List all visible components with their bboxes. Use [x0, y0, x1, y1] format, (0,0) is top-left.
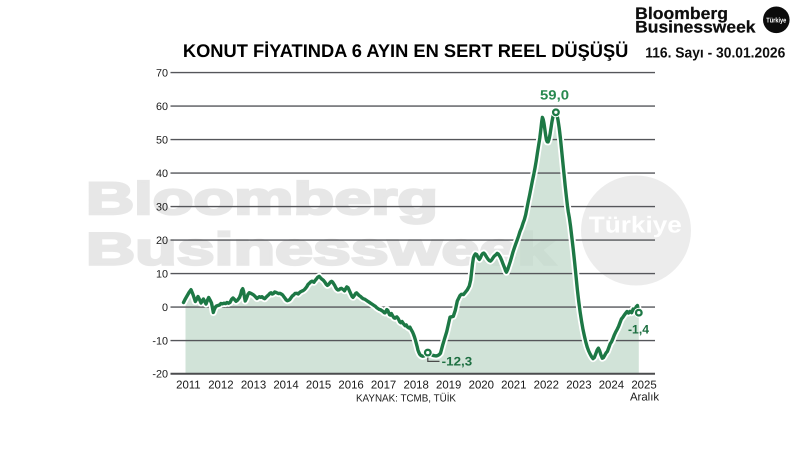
svg-text:Türkiye: Türkiye — [766, 16, 786, 24]
svg-text:2025: 2025 — [631, 379, 656, 391]
svg-text:2015: 2015 — [306, 379, 331, 391]
svg-text:2023: 2023 — [566, 379, 591, 391]
svg-text:60: 60 — [156, 101, 168, 113]
svg-text:40: 40 — [156, 168, 168, 180]
svg-text:2014: 2014 — [273, 379, 298, 391]
svg-text:-1,4: -1,4 — [628, 322, 649, 336]
svg-text:2024: 2024 — [599, 379, 624, 391]
svg-text:0: 0 — [162, 302, 168, 314]
svg-text:-20: -20 — [152, 369, 168, 381]
svg-text:2020: 2020 — [469, 379, 494, 391]
svg-text:Türkiye: Türkiye — [589, 212, 682, 238]
svg-text:2012: 2012 — [208, 379, 233, 391]
svg-text:KONUT FİYATINDA 6 AYIN EN SERT: KONUT FİYATINDA 6 AYIN EN SERT REEL DÜŞÜ… — [183, 40, 629, 61]
svg-text:2018: 2018 — [404, 379, 429, 391]
svg-text:2013: 2013 — [241, 379, 266, 391]
svg-text:20: 20 — [156, 235, 168, 247]
svg-text:10: 10 — [156, 268, 168, 280]
svg-text:KAYNAK: TCMB, TÜİK: KAYNAK: TCMB, TÜİK — [356, 391, 456, 404]
svg-text:59,0: 59,0 — [540, 87, 569, 102]
svg-text:2019: 2019 — [436, 379, 461, 391]
svg-text:Bloomberg: Bloomberg — [86, 173, 438, 224]
svg-text:Bloomberg: Bloomberg — [635, 4, 728, 23]
svg-text:50: 50 — [156, 134, 168, 146]
svg-text:70: 70 — [156, 67, 168, 79]
svg-text:116. Sayı - 30.01.2026: 116. Sayı - 30.01.2026 — [645, 45, 785, 61]
svg-text:30: 30 — [156, 201, 168, 213]
svg-text:2017: 2017 — [371, 379, 396, 391]
svg-text:Aralık: Aralık — [630, 391, 659, 403]
svg-text:2021: 2021 — [501, 379, 526, 391]
svg-text:Businessweek: Businessweek — [86, 223, 556, 274]
svg-text:2022: 2022 — [534, 379, 559, 391]
svg-text:-10: -10 — [152, 335, 168, 347]
svg-text:2016: 2016 — [338, 379, 363, 391]
svg-text:2011: 2011 — [176, 379, 201, 391]
svg-text:Businessweek: Businessweek — [635, 18, 756, 37]
svg-text:-12,3: -12,3 — [442, 354, 473, 368]
